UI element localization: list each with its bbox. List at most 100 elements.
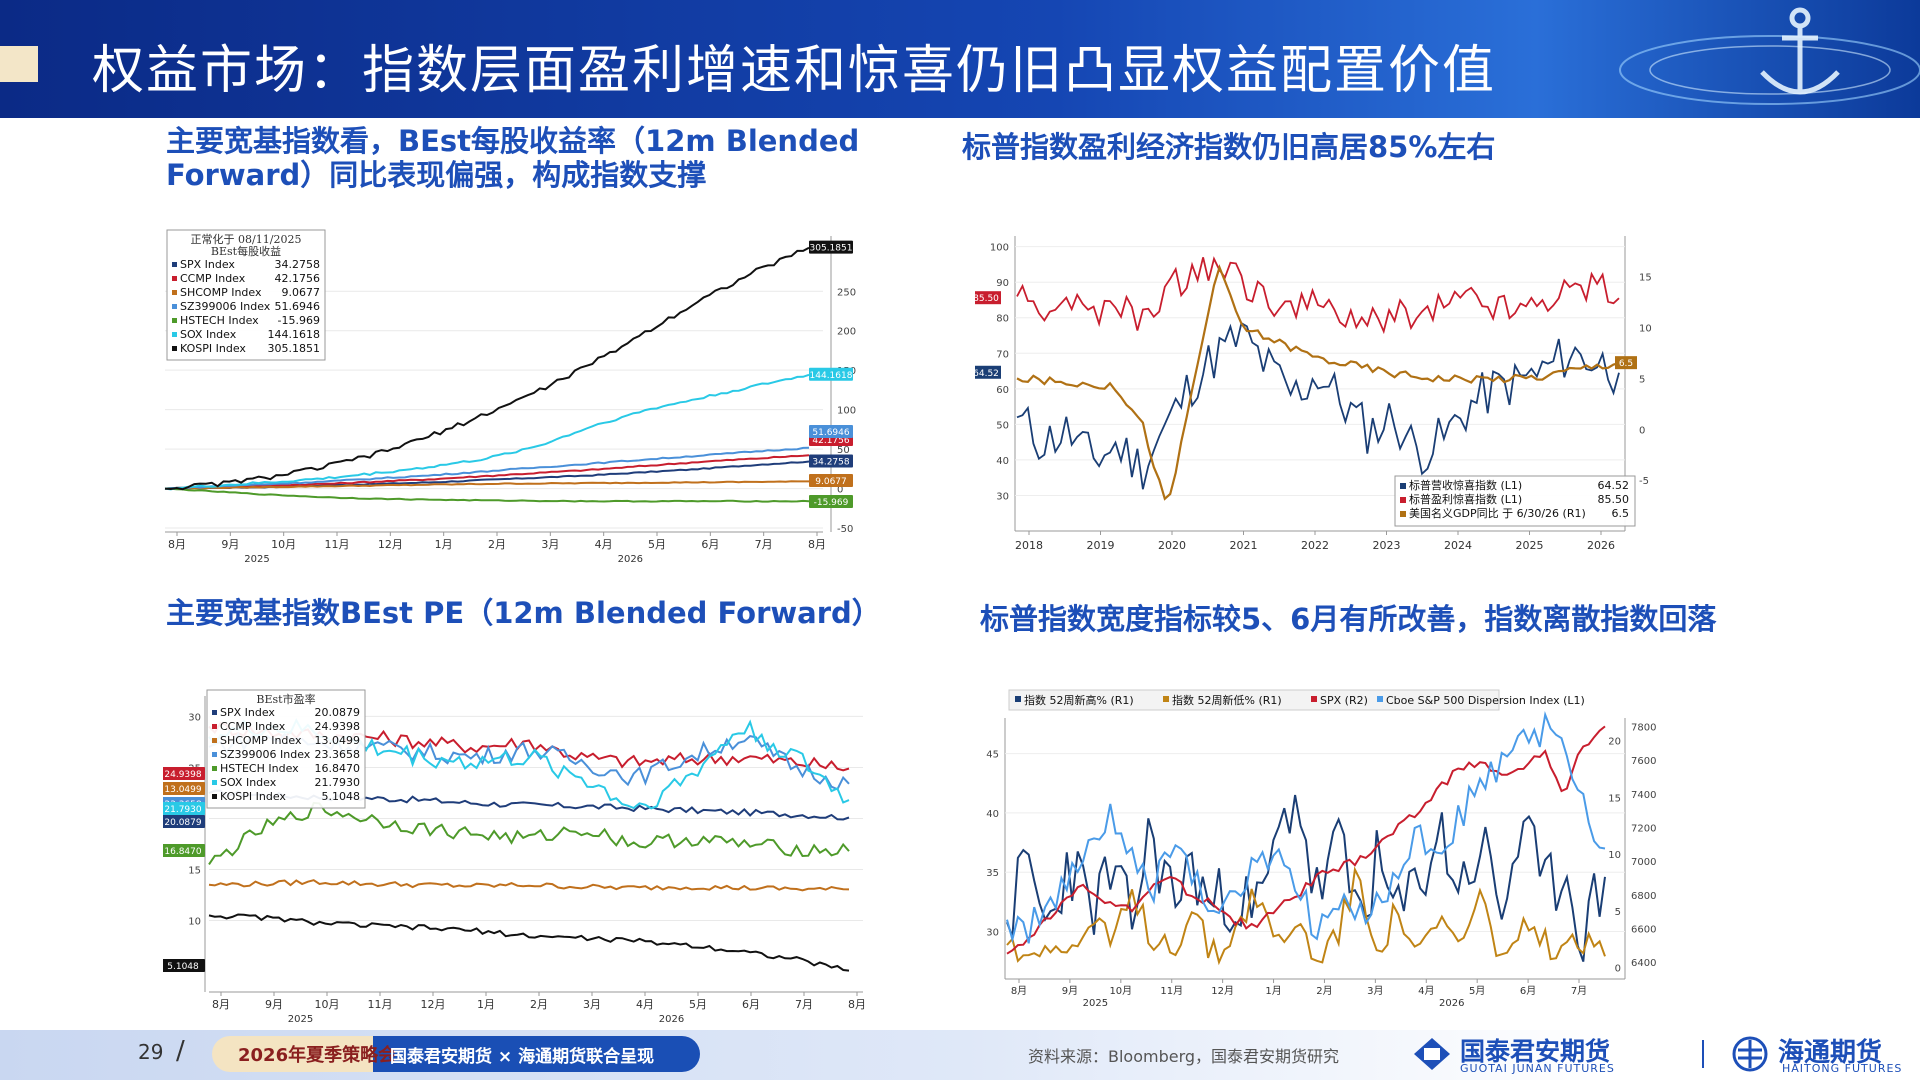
conference-hosts: 国泰君安期货 × 海通期货联合呈现: [390, 1047, 655, 1067]
legend-label: SHCOMP Index: [180, 286, 262, 299]
x-tick-label: 7月: [755, 538, 773, 551]
logo-separator: [1702, 1040, 1704, 1068]
value-tag: [975, 291, 1001, 305]
legend-label: SZ399006 Index: [220, 748, 311, 761]
conference-name: 2026年夏季策略会: [238, 1045, 397, 1066]
data-source: 资料来源：Bloomberg，国泰君安期货研究: [1028, 1047, 1340, 1066]
legend-label: CCMP Index: [180, 272, 246, 285]
y-tick-label: 30: [188, 712, 201, 723]
legend-swatch: [212, 752, 217, 757]
y-right-tick-label: 7200: [1631, 823, 1656, 834]
year-label: 2026: [1439, 998, 1464, 1009]
series-line: [164, 454, 810, 490]
x-tick-label: 5月: [648, 538, 666, 551]
series-line: [164, 487, 810, 503]
value-tag: [809, 454, 853, 468]
legend-header: BEst每股收益: [211, 244, 281, 258]
y-left-tick-label: 90: [996, 278, 1009, 289]
legend-label: 标普营收惊喜指数 (L1): [1409, 478, 1522, 492]
y-tick-label: 0: [837, 485, 843, 496]
footer: 29 / 2026年夏季策略会 国泰君安期货 × 海通期货联合呈现 资料来源：B…: [0, 1030, 1920, 1080]
year-label: 2026: [618, 554, 643, 562]
x-tick-label: 11月: [325, 538, 350, 551]
legend-label: HSTECH Index: [180, 314, 259, 327]
legend-swatch: [212, 738, 217, 743]
x-tick-label: 2022: [1301, 539, 1329, 552]
x-tick-label: 1月: [1265, 985, 1281, 997]
page-number: 29: [138, 1040, 164, 1064]
legend-swatch: [212, 766, 217, 771]
x-tick-label: 12月: [378, 538, 403, 551]
y-left-tick-label: 80: [996, 314, 1009, 325]
legend-label: CCMP Index: [220, 720, 286, 733]
y-left-tick-label: 60: [996, 385, 1009, 396]
anchor-decoration-icon: [1619, 7, 1920, 105]
haitong-logo-icon: [1732, 1036, 1768, 1072]
y-left-tick-label: 35: [986, 868, 999, 879]
guotai-junan-name: 国泰君安期货: [1460, 1037, 1611, 1066]
value-tag: [809, 474, 853, 487]
series-line: [1016, 321, 1620, 490]
value-tag: [809, 367, 853, 381]
legend-value: 5.1048: [322, 790, 361, 803]
x-tick-label: 12月: [1211, 985, 1234, 997]
y-right-tick-label: 15: [1639, 273, 1652, 284]
chart-eps-growth: -500501001502002508月9月10月11月12月1月2月3月4月5…: [163, 226, 883, 562]
series-line: [164, 373, 810, 491]
y-tick-label: 15: [188, 866, 201, 877]
x-tick-label: 11月: [368, 998, 393, 1011]
y-tick-label: 10: [188, 917, 201, 928]
panel-title-bottom-left: 主要宽基指数BEst PE（12m Blended Forward）: [166, 596, 881, 630]
y-left-tick-label: 45: [986, 750, 999, 761]
value-tag: [975, 365, 1001, 379]
conference-badge: 2026年夏季策略会 国泰君安期货 × 海通期货联合呈现: [212, 1036, 700, 1072]
y-left-tick-label: 70: [996, 349, 1009, 360]
x-tick-label: 3月: [541, 538, 559, 551]
y-mid-tick-label: 10: [1608, 850, 1621, 861]
y-left-tick-label: 50: [996, 420, 1009, 431]
y-right-tick-label: 6800: [1631, 891, 1656, 902]
legend-swatch: [1163, 696, 1169, 702]
legend-label: KOSPI Index: [180, 342, 246, 355]
legend-label: KOSPI Index: [220, 790, 286, 803]
legend-swatch: [212, 780, 217, 785]
header-banner: 权益市场：指数层面盈利增速和惊喜仍旧凸显权益配置价值: [0, 0, 1920, 118]
year-label: 2025: [1083, 998, 1108, 1009]
x-tick-label: 1月: [477, 998, 495, 1011]
legend-label: 标普盈利惊喜指数 (L1): [1409, 492, 1522, 506]
legend-value: 24.9398: [315, 720, 361, 733]
legend-swatch: [1015, 696, 1021, 702]
x-tick-label: 6月: [701, 538, 719, 551]
legend-header: BEst市盈率: [256, 692, 315, 706]
x-tick-label: 11月: [1160, 985, 1183, 997]
y-mid-tick-label: 0: [1615, 964, 1621, 975]
legend-swatch: [212, 724, 217, 729]
x-tick-label: 8月: [808, 538, 826, 551]
x-tick-label: 8月: [1011, 985, 1027, 997]
chart-pe-ratio-svg: 10 15 2025 30 8月 9月 10月 11月 12月 1月 2月 3月 4月 5月 6月 7月 8月 2…: [163, 689, 866, 1022]
x-tick-label: 7月: [795, 998, 813, 1011]
legend-swatch: [172, 346, 177, 351]
value-tag-label: 64.52: [975, 369, 999, 379]
y-left-tick-label: 30: [996, 491, 1009, 502]
y-right-tick-label: 10: [1639, 324, 1652, 335]
legend-swatch: [172, 262, 177, 267]
chart-pe-ratio: 10 15 2025 30 8月 9月 10月 11月 12月 1月 2月 3月 4月 5月 6月 7月 8月 2…: [163, 686, 883, 1022]
x-tick-label: 10月: [1109, 985, 1132, 997]
y-left-tick-label: 40: [986, 809, 999, 820]
legend-value: 305.1851: [268, 342, 321, 355]
y-tick-label: 50: [837, 445, 850, 456]
y-right-tick-label: 7800: [1631, 722, 1656, 733]
panel-title-bottom-right: 标普指数宽度指标较5、6月有所改善，指数离散指数回落: [980, 602, 1717, 636]
legend-label: 指数 52周新高% (R1): [1024, 693, 1134, 707]
series-line: [1006, 725, 1606, 955]
legend-value: 23.3658: [315, 748, 361, 761]
haitong-name-en: HAITONG FUTURES: [1782, 1062, 1903, 1075]
x-tick-label: 5月: [1469, 985, 1485, 997]
legend-swatch: [172, 318, 177, 323]
value-tag-label: 305.1851: [810, 244, 853, 254]
legend-swatch: [1311, 696, 1317, 702]
x-tick-label: 2025: [1516, 539, 1544, 552]
legend-box: [206, 689, 366, 809]
legend-header: 正常化于 08/11/2025: [191, 232, 302, 246]
